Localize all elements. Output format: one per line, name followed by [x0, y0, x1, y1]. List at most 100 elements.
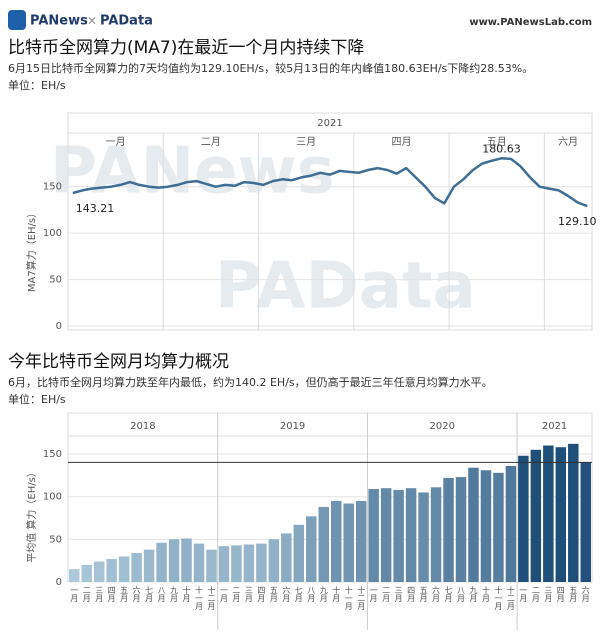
bar	[430, 487, 442, 582]
x-tick-label: 十一月	[344, 585, 353, 611]
year-label: 2020	[430, 421, 455, 432]
bar	[468, 467, 479, 582]
x-tick-label: 三月	[244, 586, 253, 603]
x-tick-label: 三月	[95, 586, 104, 603]
x-tick-label: 一月	[70, 586, 79, 603]
bar	[480, 470, 492, 582]
x-tick-label: 四月	[257, 586, 266, 603]
bar	[281, 533, 292, 582]
x-tick-label: 十月	[182, 585, 191, 603]
bar	[555, 447, 567, 582]
site: www.PANewsLab.com	[469, 17, 592, 28]
x-tick-label: 六月	[282, 585, 291, 603]
y-tick-label: 50	[49, 275, 62, 286]
year-label: 2021	[542, 421, 567, 432]
x-tick-label: 十二月	[506, 585, 515, 611]
x-tick-label: 十月	[481, 585, 490, 603]
bar	[193, 543, 205, 582]
x-tick-label: 七月	[294, 586, 303, 603]
bar	[143, 549, 155, 582]
bar	[156, 542, 167, 582]
month-label: 二月	[201, 136, 221, 148]
bar	[293, 524, 305, 582]
x-tick-label: 十一月	[195, 585, 204, 611]
x-tick-label: 九月	[469, 586, 478, 603]
bar	[306, 516, 317, 582]
bar	[393, 489, 404, 582]
chart-subtitle: 6月，比特币全网月均算力跌至年内最低，约为140.2 EH/s，但仍高于最近三年…	[8, 375, 493, 389]
bar	[568, 443, 579, 582]
y-tick-label: 50	[49, 534, 62, 545]
bar	[530, 449, 542, 582]
unit-label: 单位：EH/s	[8, 78, 66, 92]
value-label: 143.21	[76, 202, 115, 215]
bar	[81, 564, 92, 582]
x-tick-label: 二月	[82, 586, 91, 603]
x-tick-label: 四月	[107, 586, 116, 603]
x-tick-label: 二月	[531, 586, 540, 603]
watermark: PANews	[50, 135, 335, 209]
bar	[256, 543, 267, 582]
x-tick-label: 八月	[307, 586, 316, 603]
x-tick-label: 五月	[120, 586, 129, 603]
bar	[331, 500, 342, 582]
y-tick-label: 100	[43, 228, 62, 239]
x-tick-label: 四月	[556, 586, 565, 603]
bar	[543, 445, 554, 582]
month-label: 四月	[391, 136, 411, 148]
month-label: 五月	[487, 136, 507, 148]
y-tick-label: 150	[43, 449, 62, 460]
month-label: 三月	[296, 136, 316, 148]
unit-label: 单位：EH/s	[8, 392, 66, 406]
bar	[106, 558, 117, 582]
bar	[268, 539, 280, 582]
y-tick-label: 0	[56, 577, 62, 588]
x-tick-label: 九月	[319, 586, 328, 603]
x-tick-label: 十二月	[207, 585, 216, 611]
chart-title: 今年比特币全网月均算力概况	[8, 352, 229, 372]
x-tick-label: 六月	[432, 585, 441, 603]
brand: PAData	[100, 14, 153, 29]
bar	[118, 556, 130, 582]
x-tick-label: 五月	[419, 586, 428, 603]
x-tick-label: 十月	[332, 585, 341, 603]
bar	[380, 488, 392, 582]
y-tick-label: 150	[43, 182, 62, 193]
x-tick-label: 三月	[394, 586, 403, 603]
brand: PANews	[30, 14, 88, 29]
y-axis-label: MA7算力（EH/s）	[25, 208, 38, 292]
y-axis-label: 平均值 算力（EH/s）	[25, 467, 38, 563]
bar	[218, 546, 230, 582]
x-tick-label: 一月	[369, 586, 378, 603]
bar	[231, 545, 242, 582]
bar	[418, 492, 429, 582]
logo-icon	[8, 10, 26, 30]
bar	[318, 506, 329, 582]
x-tick-label: 二月	[232, 586, 241, 603]
bar	[455, 477, 467, 582]
bar	[493, 472, 504, 582]
month-label: 一月	[106, 136, 126, 148]
bar	[168, 539, 180, 582]
bar	[580, 462, 591, 582]
bar	[405, 488, 417, 582]
x-tick-label: 二月	[382, 586, 391, 603]
bar	[93, 561, 105, 582]
bar	[443, 477, 454, 582]
x-tick-label: 十二月	[357, 585, 366, 611]
bar	[343, 503, 354, 582]
month-label: 六月	[558, 136, 578, 148]
x-tick-label: 三月	[544, 586, 553, 603]
line	[72, 157, 588, 208]
y-tick-label: 0	[56, 321, 62, 332]
year-label: 2018	[130, 421, 155, 432]
watermark: PAData	[215, 250, 476, 324]
x-tick-label: 六月	[132, 585, 141, 603]
x-tick-label: 八月	[157, 586, 166, 603]
bar	[368, 489, 379, 582]
x-tick-label: 五月	[269, 586, 278, 603]
bar	[206, 549, 217, 582]
value-label: 129.10	[558, 215, 597, 228]
bar	[355, 500, 367, 582]
